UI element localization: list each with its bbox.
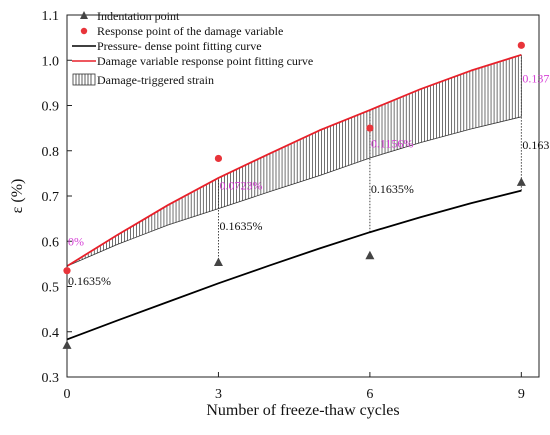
triangle-point — [213, 257, 223, 267]
triangle-point — [365, 250, 375, 260]
triangle-point — [516, 177, 526, 186]
y-tick-label: 1.1 — [42, 9, 60, 24]
annotation-label: 0.1635% — [68, 274, 111, 288]
legend: Indentation point Response point of the … — [72, 9, 313, 87]
y-tick-label: 0.8 — [42, 145, 60, 160]
annotation-label: 0% — [68, 234, 84, 248]
legend-label: Response point of the damage variable — [97, 24, 283, 38]
plot-layer — [67, 53, 522, 341]
legend-item-damage-curve: Damage variable response point fitting c… — [72, 54, 313, 68]
damage-strain-band — [67, 54, 522, 267]
legend-circle-icon — [80, 27, 88, 35]
x-tick-label: 3 — [215, 387, 222, 402]
annotation-label: 0.1635% — [371, 182, 414, 196]
legend-triangle-icon — [80, 11, 88, 19]
legend-label: Damage-triggered strain — [97, 73, 214, 87]
legend-item-damage-points: Response point of the damage variable — [80, 24, 283, 38]
circle-point — [517, 41, 525, 49]
y-tick-label: 1.0 — [42, 54, 60, 69]
legend-label: Damage variable response point fitting c… — [97, 54, 313, 68]
series-line — [67, 53, 522, 267]
annotation-label: 0.1635% — [219, 219, 262, 233]
annotation-label: 0.0723% — [219, 179, 262, 193]
legend-item-hatched-band: Damage-triggered strain — [72, 73, 214, 87]
legend-label: Pressure- dense point fitting curve — [97, 39, 262, 53]
band-lower-edge — [67, 116, 522, 267]
triangle-point — [62, 340, 72, 349]
y-tick-label: 0.7 — [42, 190, 60, 205]
y-tick-label: 0.6 — [42, 235, 60, 250]
legend-item-indentation: Indentation point — [80, 9, 180, 23]
annotation-label: 0.1156% — [371, 137, 414, 151]
y-axis: 0.3 0.4 0.5 0.6 0.7 0.8 0.9 1.0 1.1 — [42, 9, 72, 386]
circle-point — [214, 154, 223, 163]
y-tick-label: 0.5 — [42, 281, 60, 296]
legend-hatch-lines — [75, 74, 92, 85]
legend-hatch-icon — [72, 73, 96, 86]
x-axis: 0 3 6 9 — [64, 372, 525, 402]
series-line — [67, 189, 522, 341]
y-axis-label: ε (%) — [9, 179, 26, 214]
annotation-label: 0.1635% — [522, 138, 550, 152]
circle-point — [366, 124, 374, 132]
legend-item-pressure-curve: Pressure- dense point fitting curve — [72, 39, 262, 53]
circle-point — [63, 267, 71, 275]
y-tick-label: 0.4 — [42, 326, 60, 341]
y-tick-label: 0.3 — [42, 371, 60, 386]
x-tick-label: 9 — [518, 387, 525, 402]
x-tick-label: 0 — [64, 387, 71, 402]
legend-label: Indentation point — [97, 9, 180, 23]
y-tick-label: 0.9 — [42, 100, 60, 115]
plot-frame — [66, 14, 540, 378]
x-tick-label: 6 — [366, 387, 373, 402]
x-axis-label: Number of freeze-thaw cycles — [206, 402, 399, 419]
